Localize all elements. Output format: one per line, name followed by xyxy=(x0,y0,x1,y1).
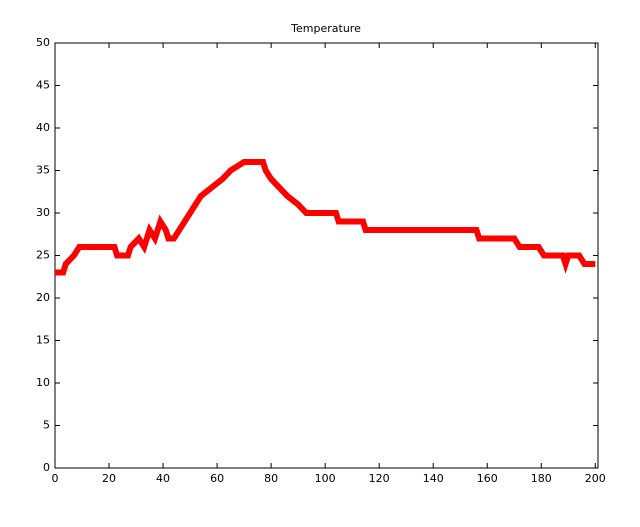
x-tick-label: 200 xyxy=(585,472,606,485)
x-tick-label: 20 xyxy=(102,472,116,485)
x-tick-label: 100 xyxy=(315,472,336,485)
x-tick-label: 120 xyxy=(369,472,390,485)
x-tick-label: 0 xyxy=(52,472,59,485)
x-tick-label: 180 xyxy=(531,472,552,485)
y-tick-label: 30 xyxy=(36,206,50,219)
y-tick-label: 45 xyxy=(36,79,50,92)
y-tick-label: 5 xyxy=(43,419,50,432)
y-tick-label: 50 xyxy=(36,36,50,49)
y-tick-label: 0 xyxy=(43,461,50,474)
y-tick-label: 40 xyxy=(36,121,50,134)
y-tick-label: 15 xyxy=(36,334,50,347)
y-tick-label: 35 xyxy=(36,164,50,177)
x-tick-label: 160 xyxy=(477,472,498,485)
plot-area xyxy=(54,42,599,469)
y-tick-label: 25 xyxy=(36,249,50,262)
x-tick-label: 80 xyxy=(264,472,278,485)
x-tick-label: 140 xyxy=(423,472,444,485)
x-tick-label: 40 xyxy=(156,472,170,485)
data-line xyxy=(55,159,596,276)
y-tick-label: 20 xyxy=(36,291,50,304)
y-tick-label: 10 xyxy=(36,376,50,389)
chart-title: Temperature xyxy=(290,22,361,35)
x-tick-label: 60 xyxy=(210,472,224,485)
